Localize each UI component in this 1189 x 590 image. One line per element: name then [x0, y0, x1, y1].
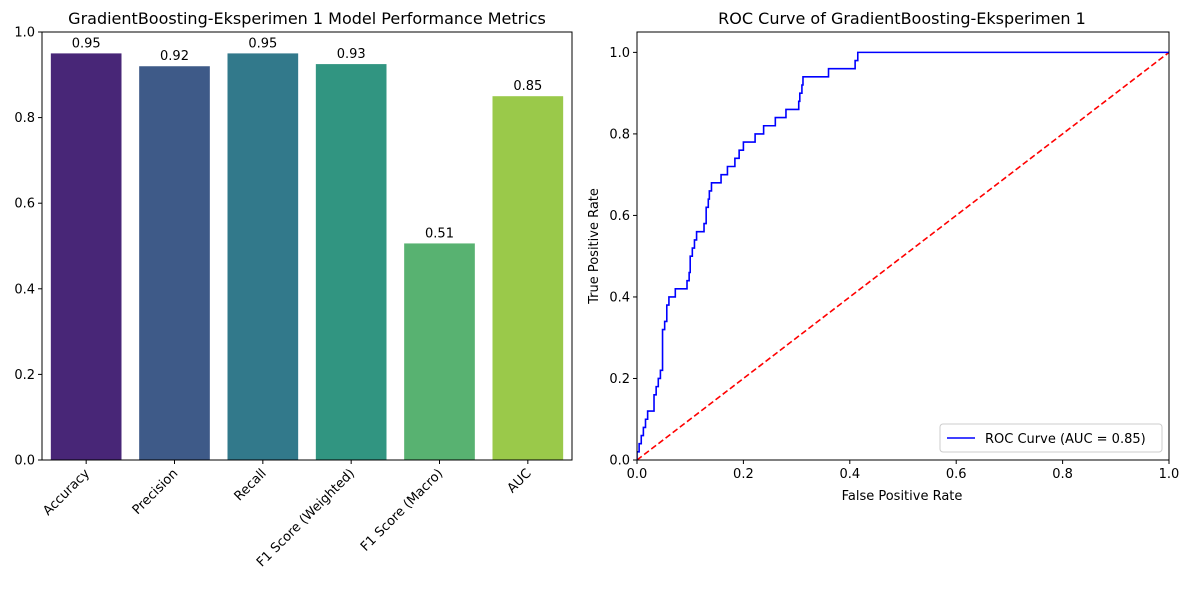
roc-legend: ROC Curve (AUC = 0.85)	[939, 423, 1163, 453]
bar-data-label-3: 0.95	[248, 36, 277, 51]
legend-entry-roc: ROC Curve (AUC = 0.85)	[985, 432, 1146, 447]
bar-x-tick-label-5: F1 Score (Macro)	[358, 466, 446, 554]
roc-x-axis-label: False Positive Rate	[842, 489, 963, 504]
bar-6	[492, 96, 564, 460]
roc-y-axis-label: True Positive Rate	[587, 188, 602, 305]
bar-x-tick-label-4: F1 Score (Weighted)	[254, 466, 358, 570]
bar-data-label-6: 0.85	[513, 79, 542, 94]
bar-y-tick-label-6: 1.0	[14, 26, 35, 41]
bar-y-tick-label-4: 0.6	[14, 197, 35, 212]
roc-x-tick-label-4: 0.6	[946, 467, 967, 482]
roc-y-tick-label-5: 0.8	[609, 127, 630, 142]
roc-curve-line	[637, 51, 1169, 460]
roc-y-tick-label-3: 0.4	[609, 290, 630, 305]
bar-2	[139, 66, 210, 461]
roc-x-tick-label-2: 0.2	[733, 467, 754, 482]
roc-plot-area: 0.0 0.2 0.4 0.6 0.8 1.0 0.0 0.2 0.4 0.6 0.8 1.0	[609, 31, 1180, 482]
bar-1	[50, 53, 122, 461]
bar-x-tick-label-6: AUC	[505, 466, 535, 496]
roc-y-tick-label-6: 1.0	[609, 46, 630, 61]
roc-x-tick-label-5: 0.8	[1052, 467, 1073, 482]
roc-x-tick-label-1: 0.0	[627, 467, 648, 482]
roc-chart-title: ROC Curve of GradientBoosting-Eksperimen…	[718, 9, 1086, 28]
roc-chart: ROC Curve of GradientBoosting-Eksperimen…	[587, 9, 1179, 504]
bar-plot-area: 0.95 Accuracy 0.92 Precision 0.95 Recall 0.93 F…	[14, 26, 573, 570]
roc-y-tick-label-1: 0.0	[609, 454, 630, 469]
legend-box	[939, 423, 1163, 453]
bar-y-tick-label-2: 0.2	[14, 368, 35, 383]
bar-x-tick-label-3: Recall	[232, 466, 270, 504]
bar-x-tick-label-2: Precision	[130, 466, 182, 518]
roc-axes-frame	[636, 31, 1170, 461]
bar-y-tick-label-3: 0.4	[14, 282, 35, 297]
bar-3	[227, 53, 299, 461]
bar-x-tick-label-1: Accuracy	[40, 466, 93, 519]
chance-diagonal-line	[637, 51, 1169, 460]
bar-axes-frame	[41, 31, 573, 461]
roc-x-tick-label-6: 1.0	[1159, 467, 1180, 482]
roc-y-tick-label-2: 0.2	[609, 372, 630, 387]
bar-4	[315, 64, 387, 460]
bar-chart: GradientBoosting-Eksperimen 1 Model Perf…	[14, 9, 573, 570]
bar-data-label-4: 0.93	[337, 47, 366, 62]
bar-data-label-5: 0.51	[425, 226, 454, 241]
roc-x-tick-label-3: 0.4	[839, 467, 860, 482]
bar-chart-title: GradientBoosting-Eksperimen 1 Model Perf…	[68, 9, 546, 28]
roc-y-tick-label-4: 0.6	[609, 209, 630, 224]
bar-data-label-1: 0.95	[72, 36, 101, 51]
bar-data-label-2: 0.92	[160, 49, 189, 64]
bar-y-tick-label-5: 0.8	[14, 111, 35, 126]
bar-y-tick-label-1: 0.0	[14, 454, 35, 469]
bar-5	[404, 243, 475, 460]
